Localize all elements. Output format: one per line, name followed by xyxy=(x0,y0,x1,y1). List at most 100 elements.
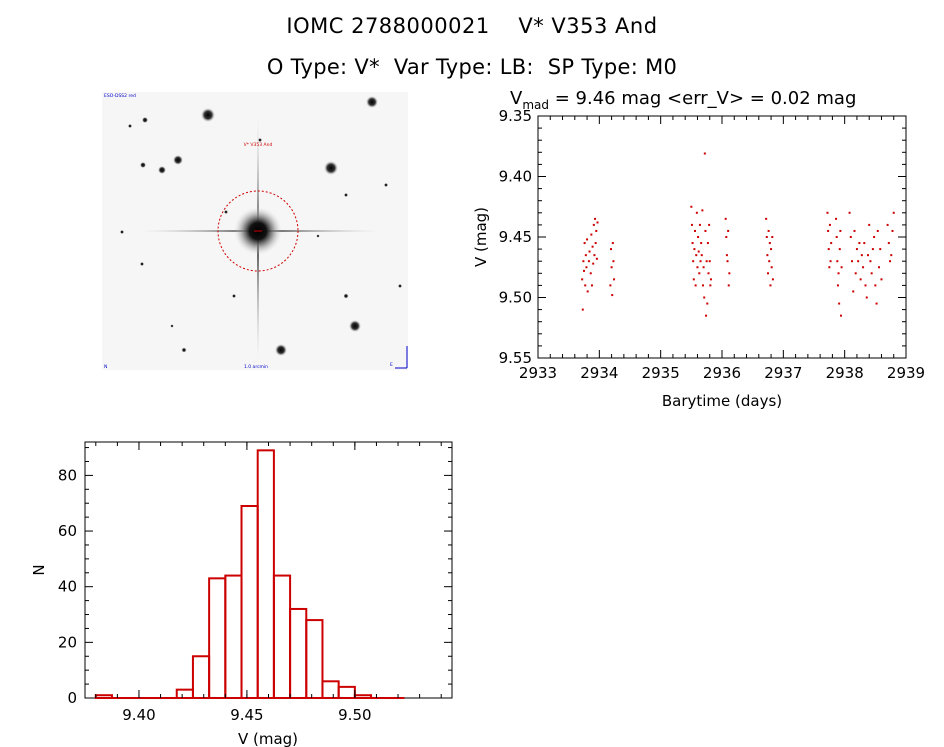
data-point xyxy=(869,260,872,263)
field-star xyxy=(170,324,174,328)
data-point xyxy=(596,221,599,224)
target-circle xyxy=(217,190,299,272)
data-point xyxy=(693,248,696,251)
data-point xyxy=(590,233,593,236)
scale-bar-label: 1.0 arcmin xyxy=(244,364,268,370)
data-point xyxy=(865,296,868,299)
histogram-bar xyxy=(175,688,194,699)
data-point xyxy=(874,284,877,287)
x-tick-label: 2934 xyxy=(580,364,618,382)
field-star xyxy=(201,108,215,122)
data-point xyxy=(586,238,589,241)
x-tick-label: 2935 xyxy=(642,364,680,382)
data-point xyxy=(890,254,893,257)
data-point xyxy=(587,260,590,263)
data-point xyxy=(886,223,889,226)
data-point xyxy=(853,229,856,232)
field-star xyxy=(366,96,378,108)
data-point xyxy=(837,272,840,275)
data-point xyxy=(771,278,774,281)
data-point xyxy=(862,266,865,269)
x-tick-label: 2933 xyxy=(519,364,557,382)
data-point xyxy=(836,284,839,287)
histogram-bar xyxy=(272,574,292,699)
data-point xyxy=(839,229,842,232)
field-star xyxy=(275,344,287,356)
chart-title-line2: O Type: V* Var Type: LB: SP Type: M0 xyxy=(266,55,678,79)
data-point xyxy=(870,272,873,275)
data-point xyxy=(609,248,612,251)
data-point xyxy=(769,284,772,287)
y-tick-label: 20 xyxy=(58,633,77,651)
y-axis-label: N xyxy=(30,564,48,575)
data-point xyxy=(889,260,892,263)
data-point xyxy=(584,254,587,257)
data-point xyxy=(828,223,831,226)
y-tick-label: 9.45 xyxy=(499,228,532,246)
histogram-bar xyxy=(289,607,308,700)
data-point xyxy=(829,260,832,263)
data-point xyxy=(704,229,707,232)
data-point xyxy=(768,260,771,263)
data-point xyxy=(611,242,614,245)
data-point xyxy=(698,272,701,275)
field-star xyxy=(324,161,338,175)
data-point xyxy=(703,152,706,155)
sky-image: V* V353 And ESO-DSS2 red N 1.0 arcmin E xyxy=(102,92,408,370)
histogram-bar xyxy=(256,449,275,700)
data-point xyxy=(595,229,598,232)
data-point xyxy=(767,272,769,275)
data-point xyxy=(768,242,771,245)
data-point xyxy=(838,248,841,251)
compass-north-label: N xyxy=(104,364,107,370)
data-point xyxy=(863,242,866,245)
data-point xyxy=(860,254,863,257)
y-tick-label: 9.35 xyxy=(499,107,532,125)
data-point xyxy=(706,242,709,245)
data-point xyxy=(709,278,712,281)
data-point xyxy=(696,266,699,269)
data-point xyxy=(771,236,774,238)
data-point xyxy=(725,254,728,257)
data-point xyxy=(588,250,591,253)
field-star xyxy=(142,117,148,123)
data-point xyxy=(694,229,697,232)
data-point xyxy=(727,284,730,287)
data-point xyxy=(726,260,729,263)
data-point xyxy=(611,294,614,297)
y-tick-label: 60 xyxy=(58,522,77,540)
data-point xyxy=(582,260,585,263)
data-point xyxy=(707,272,710,275)
plot-frame xyxy=(84,441,453,699)
data-point xyxy=(855,248,858,251)
data-point xyxy=(873,236,876,238)
field-star xyxy=(384,183,388,187)
histogram-bar xyxy=(321,680,340,700)
data-point xyxy=(699,260,702,263)
histogram-bar xyxy=(353,694,373,699)
data-point xyxy=(709,284,712,287)
data-point xyxy=(612,260,615,263)
field-star xyxy=(120,230,124,234)
data-point xyxy=(839,314,842,317)
data-point xyxy=(613,278,616,281)
y-axis-label: V (mag) xyxy=(472,207,490,267)
y-tick-label: 80 xyxy=(58,466,77,484)
data-point xyxy=(595,257,598,260)
histogram-bar xyxy=(94,694,113,699)
field-star xyxy=(181,347,187,353)
data-point xyxy=(852,290,855,293)
data-point xyxy=(887,242,890,245)
data-point xyxy=(708,260,711,263)
data-point xyxy=(864,284,867,287)
data-point xyxy=(589,272,592,275)
data-point xyxy=(765,217,768,220)
field-star xyxy=(316,234,320,238)
data-point xyxy=(828,266,831,269)
x-tick-label: 9.45 xyxy=(230,706,263,724)
chart-title-line1: IOMC 2788000021 V* V353 And xyxy=(286,14,658,38)
data-point xyxy=(591,245,594,248)
data-point xyxy=(835,217,838,220)
data-point xyxy=(697,250,700,253)
data-point xyxy=(875,302,878,305)
